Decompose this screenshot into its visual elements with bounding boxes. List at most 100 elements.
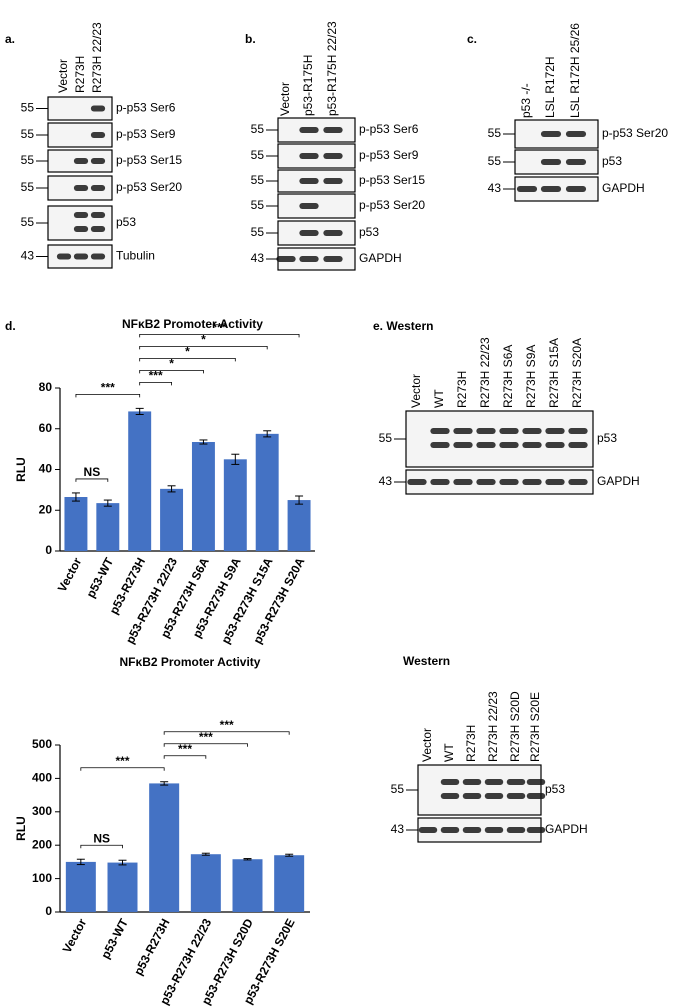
error-bar xyxy=(295,495,304,505)
marker-label: 55 xyxy=(21,101,35,115)
blot-band xyxy=(522,479,542,485)
blot-band xyxy=(565,159,587,165)
blot-band xyxy=(568,428,588,434)
blot-band xyxy=(73,158,89,164)
blot-band xyxy=(440,827,460,833)
bar xyxy=(255,433,279,551)
bar xyxy=(64,497,88,551)
lane-label: R273H S9A xyxy=(524,345,538,408)
y-tick-label: 500 xyxy=(32,737,52,751)
marker-label: 43 xyxy=(21,249,35,263)
x-tick-label: p53-WT xyxy=(98,916,131,961)
blot-band xyxy=(276,256,296,262)
significance-label: * xyxy=(201,333,206,347)
x-tick-label: Vector xyxy=(60,916,90,955)
blot-band xyxy=(418,827,438,833)
y-tick-label: 60 xyxy=(39,421,53,435)
significance-label: * xyxy=(185,345,190,359)
significance-bracket xyxy=(163,743,248,747)
significance-label: *** xyxy=(178,742,192,756)
significance-label: *** xyxy=(115,754,129,768)
blot-band xyxy=(430,479,450,485)
blot-band xyxy=(545,479,565,485)
significance-bracket xyxy=(139,369,204,374)
protein-label: p-p53 Ser20 xyxy=(602,126,668,140)
marker-label: 55 xyxy=(391,782,405,796)
blot-band xyxy=(90,185,106,191)
protein-label: p53 xyxy=(545,782,565,796)
blot-band xyxy=(484,793,504,799)
panel-label: Western xyxy=(403,654,450,668)
blot-band xyxy=(299,178,319,184)
y-tick-label: 300 xyxy=(32,804,52,818)
blot-band xyxy=(540,131,562,137)
blot-band xyxy=(526,827,546,833)
protein-label: p-p53 Ser6 xyxy=(116,101,176,115)
blot-band xyxy=(526,779,546,785)
blot-band xyxy=(90,132,106,138)
protein-label: GAPDH xyxy=(602,181,645,195)
blot-band xyxy=(565,186,587,192)
blot-band xyxy=(90,253,106,260)
blot-band xyxy=(545,428,565,434)
blot-band xyxy=(545,442,565,448)
blot-band xyxy=(323,256,343,262)
y-tick-label: 20 xyxy=(39,502,53,516)
blot-band xyxy=(484,779,504,785)
significance-bracket xyxy=(80,844,123,849)
blot-band xyxy=(73,226,89,232)
blot-band xyxy=(484,827,504,833)
blot-band xyxy=(323,127,343,133)
marker-label: 55 xyxy=(21,215,35,229)
protein-label: p-p53 Ser15 xyxy=(359,173,425,187)
marker-label: 43 xyxy=(379,474,393,488)
x-tick-label: p53-R273H xyxy=(131,916,172,977)
marker-label: 55 xyxy=(21,127,35,141)
lane-label: R273H 22/23 xyxy=(486,691,500,762)
lane-label: LSL R172H xyxy=(543,56,557,118)
lane-label: R273H xyxy=(73,56,87,93)
marker-label: 43 xyxy=(391,822,405,836)
blot-band xyxy=(499,479,519,485)
blot-band xyxy=(299,203,319,209)
marker-label: 55 xyxy=(21,180,35,194)
lane-label: Vector xyxy=(409,374,423,408)
blot-strip xyxy=(417,764,542,816)
protein-label: p53 xyxy=(597,431,617,445)
marker-label: 43 xyxy=(488,181,502,195)
y-tick-label: 80 xyxy=(39,380,53,394)
marker-label: 55 xyxy=(251,148,265,162)
significance-bracket xyxy=(139,345,268,350)
blot-band xyxy=(540,186,562,192)
x-tick-label: p53-WT xyxy=(84,555,117,600)
marker-label: 55 xyxy=(379,431,393,445)
significance-bracket xyxy=(75,393,141,398)
y-tick-label: 200 xyxy=(32,837,52,851)
blot-band xyxy=(90,105,106,112)
significance-label: *** xyxy=(101,381,115,395)
lane-label: R273H S20E xyxy=(528,692,542,762)
blot-band xyxy=(476,479,496,485)
significance-label: *** xyxy=(212,321,226,335)
y-axis-label: RLU xyxy=(14,457,28,482)
protein-label: p53 xyxy=(116,215,136,229)
blot-band xyxy=(430,428,450,434)
lane-label: p53 -/- xyxy=(519,83,533,118)
protein-label: p-p53 Ser9 xyxy=(359,148,419,162)
error-bar xyxy=(118,859,127,866)
lane-label: R273H S15A xyxy=(547,338,561,408)
bar xyxy=(191,441,215,551)
y-tick-label: 100 xyxy=(32,871,52,885)
blot-band xyxy=(522,442,542,448)
marker-label: 55 xyxy=(21,153,35,167)
significance-bracket xyxy=(139,333,300,338)
chart-title: NFκB2 Promoter Activity xyxy=(122,317,263,331)
lane-label: R273H 22/23 xyxy=(90,22,104,93)
blot-strip xyxy=(405,410,594,468)
lane-label: Vector xyxy=(56,59,70,93)
protein-label: p53 xyxy=(359,225,379,239)
blot-band xyxy=(568,479,588,485)
significance-label: * xyxy=(169,357,174,371)
error-bar xyxy=(231,453,240,465)
lane-label: R273H xyxy=(464,725,478,762)
